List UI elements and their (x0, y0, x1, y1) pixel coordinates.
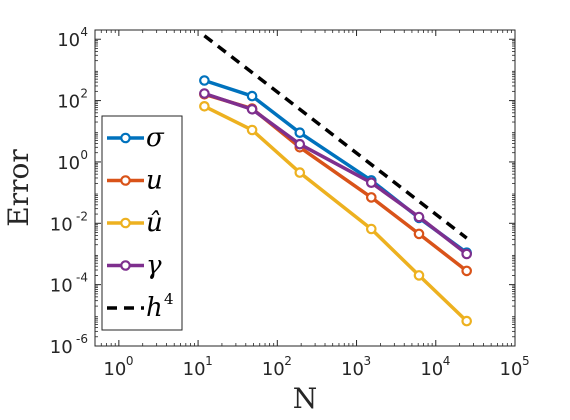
legend-marker-1 (120, 175, 131, 186)
series-2-point-4 (413, 270, 425, 281)
y-tick-exponent-3: 0 (80, 148, 88, 162)
series-2-point-1 (246, 124, 258, 136)
series-line-2 (203, 104, 468, 323)
legend-label-2: û (146, 208, 163, 238)
series-3-point-0 (199, 88, 210, 99)
y-tick-exponent-4: 2 (80, 87, 88, 101)
series-3-point-5 (461, 248, 472, 260)
series-line-4 (203, 34, 468, 240)
series-2-point-5 (461, 315, 472, 327)
legend-label-1: u (146, 166, 163, 196)
legend-label-3: γ (146, 251, 162, 281)
x-tick-exponent-1: 1 (205, 354, 213, 368)
x-tick-exponent-3: 3 (364, 354, 372, 368)
legend-label-4: h (146, 293, 163, 323)
x-tick-label-5: 10 (500, 359, 523, 380)
y-tick-label-5: 10 (57, 30, 80, 51)
series-0-point-2 (294, 127, 306, 138)
y-tick-label-3: 10 (57, 153, 80, 174)
y-tick-label-0: 10 (50, 337, 73, 358)
x-tick-exponent-5: 5 (522, 354, 530, 368)
y-tick-label-2: 10 (50, 214, 73, 235)
series-1-point-4 (413, 228, 425, 240)
x-tick-label-2: 10 (262, 359, 285, 380)
y-tick-exponent-2: -2 (76, 209, 88, 223)
series-3-point-2 (294, 138, 306, 150)
axes-layer (94, 29, 516, 347)
x-tick-label-0: 10 (103, 359, 126, 380)
series-0-point-0 (199, 75, 210, 86)
x-tick-label-3: 10 (341, 359, 364, 380)
legend-marker-3 (120, 260, 131, 271)
y-tick-exponent-0: -6 (76, 332, 88, 346)
y-tick-label-4: 10 (57, 92, 80, 113)
axes-frame (94, 29, 516, 347)
legend-label-0: σ (146, 123, 165, 153)
x-tick-exponent-0: 0 (126, 354, 134, 368)
legend-label-exponent-4: 4 (164, 290, 174, 308)
x-tick-label-4: 10 (420, 359, 443, 380)
y-axis-label: Error (2, 149, 35, 227)
series-3-point-4 (413, 211, 425, 223)
x-axis-label: N (293, 382, 318, 415)
series-2-point-3 (365, 223, 377, 235)
series-line-3 (203, 91, 468, 256)
y-tick-exponent-5: 4 (80, 25, 88, 39)
series-2-point-2 (294, 167, 306, 178)
y-tick-label-1: 10 (50, 276, 73, 297)
series-2-point-0 (199, 101, 210, 112)
legend-marker-0 (120, 132, 131, 144)
data-layer (199, 34, 472, 327)
series-1-point-5 (461, 265, 472, 277)
y-tick-exponent-1: -4 (76, 271, 88, 285)
series-1-point-3 (365, 192, 377, 203)
x-tick-label-1: 10 (183, 359, 206, 380)
series-0-point-1 (246, 90, 258, 102)
legend-marker-2 (120, 217, 131, 229)
series-3-point-3 (365, 177, 377, 188)
x-tick-exponent-2: 2 (284, 354, 292, 368)
x-tick-exponent-4: 4 (443, 354, 451, 368)
series-3-point-1 (246, 104, 258, 115)
